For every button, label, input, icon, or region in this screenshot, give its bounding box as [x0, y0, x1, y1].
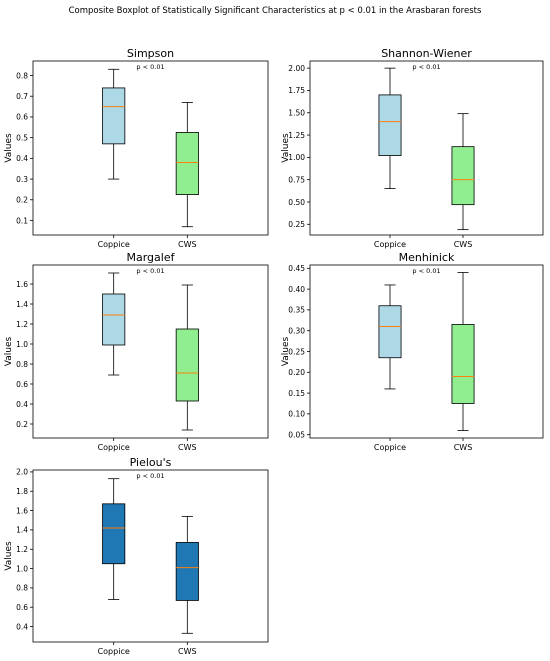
- y-tick-label: 0.7: [16, 92, 28, 101]
- box-coppice: [378, 305, 402, 359]
- y-tick-label: 1.25: [288, 131, 305, 140]
- y-tick-label: 1.6: [16, 280, 28, 289]
- y-tick-label: 1.2: [16, 545, 28, 554]
- y-tick-label: 1.50: [288, 109, 305, 118]
- x-tick-label: CWS: [178, 240, 197, 249]
- y-axis-label: Values: [4, 336, 14, 366]
- box-cws: [175, 328, 199, 402]
- box-cws: [175, 132, 199, 196]
- y-tick-label: 1.0: [16, 340, 28, 349]
- box-coppice: [102, 87, 126, 145]
- panel-title: Pielou's: [130, 456, 172, 469]
- axes-frame: [32, 264, 269, 439]
- y-tick-label: 0.50: [288, 198, 305, 207]
- significance-label: p < 0.01: [136, 472, 164, 480]
- y-tick-label: 0.75: [288, 175, 305, 184]
- y-tick-label: 0.6: [16, 380, 28, 389]
- x-tick-label: Coppice: [374, 443, 406, 452]
- y-tick-label: 1.75: [288, 86, 305, 95]
- axes-frame: [309, 264, 544, 439]
- figure-title: Composite Boxplot of Statistically Signi…: [68, 6, 482, 16]
- x-tick-label: Coppice: [374, 240, 406, 249]
- y-tick-label: 0.2: [16, 420, 28, 429]
- y-tick-label: 0.4: [16, 154, 28, 163]
- x-tick-label: CWS: [454, 240, 473, 249]
- y-axis-label: Values: [281, 133, 291, 163]
- y-tick-label: 0.4: [16, 622, 28, 631]
- y-tick-label: 1.8: [16, 487, 28, 496]
- y-tick-label: 0.10: [288, 410, 305, 419]
- box-cws: [451, 146, 475, 206]
- axes-frame: [309, 60, 544, 236]
- panel-title: Menhinick: [399, 251, 455, 264]
- y-tick-label: 0.05: [288, 430, 305, 439]
- y-tick-label: 2.0: [16, 468, 28, 477]
- box-coppice: [102, 293, 126, 346]
- y-tick-label: 0.6: [16, 113, 28, 122]
- x-tick-label: CWS: [178, 647, 197, 656]
- x-tick-label: Coppice: [98, 647, 130, 656]
- significance-label: p < 0.01: [136, 63, 164, 71]
- x-tick-label: CWS: [454, 443, 473, 452]
- significance-label: p < 0.01: [136, 267, 164, 275]
- y-tick-label: 0.5: [16, 133, 28, 142]
- y-tick-label: 0.30: [288, 327, 305, 336]
- y-tick-label: 0.20: [288, 368, 305, 377]
- panel-title: Margalef: [127, 251, 176, 264]
- y-tick-label: 0.8: [16, 584, 28, 593]
- box-coppice: [378, 94, 402, 156]
- y-tick-label: 0.25: [288, 220, 305, 229]
- y-tick-label: 2.00: [288, 64, 305, 73]
- x-tick-label: CWS: [178, 443, 197, 452]
- axes-frame: [32, 60, 269, 236]
- y-tick-label: 0.6: [16, 603, 28, 612]
- y-tick-label: 0.3: [16, 175, 28, 184]
- y-tick-label: 0.45: [288, 264, 305, 273]
- y-tick-label: 0.8: [16, 360, 28, 369]
- y-tick-label: 0.25: [288, 347, 305, 356]
- y-tick-label: 0.8: [16, 71, 28, 80]
- y-axis-label: Values: [4, 541, 14, 571]
- box-cws: [175, 542, 199, 601]
- y-tick-label: 1.2: [16, 320, 28, 329]
- y-tick-label: 0.4: [16, 400, 28, 409]
- significance-label: p < 0.01: [412, 267, 440, 275]
- y-tick-label: 1.6: [16, 506, 28, 515]
- axes-frame: [32, 469, 269, 643]
- y-axis-label: Values: [281, 336, 291, 366]
- y-tick-label: 0.40: [288, 285, 305, 294]
- y-axis-label: Values: [4, 133, 14, 163]
- y-tick-label: 0.35: [288, 306, 305, 315]
- panel-title: Shannon-Wiener: [381, 47, 472, 60]
- y-tick-label: 1.0: [16, 564, 28, 573]
- y-tick-label: 0.15: [288, 389, 305, 398]
- panel-title: Simpson: [127, 47, 174, 60]
- box-cws: [451, 324, 475, 404]
- x-tick-label: Coppice: [98, 240, 130, 249]
- y-tick-label: 1.4: [16, 300, 28, 309]
- y-tick-label: 1.4: [16, 526, 28, 535]
- significance-label: p < 0.01: [412, 63, 440, 71]
- x-tick-label: Coppice: [98, 443, 130, 452]
- y-tick-label: 0.1: [16, 216, 28, 225]
- y-tick-label: 1.00: [288, 153, 305, 162]
- box-coppice: [102, 503, 126, 565]
- y-tick-label: 0.2: [16, 196, 28, 205]
